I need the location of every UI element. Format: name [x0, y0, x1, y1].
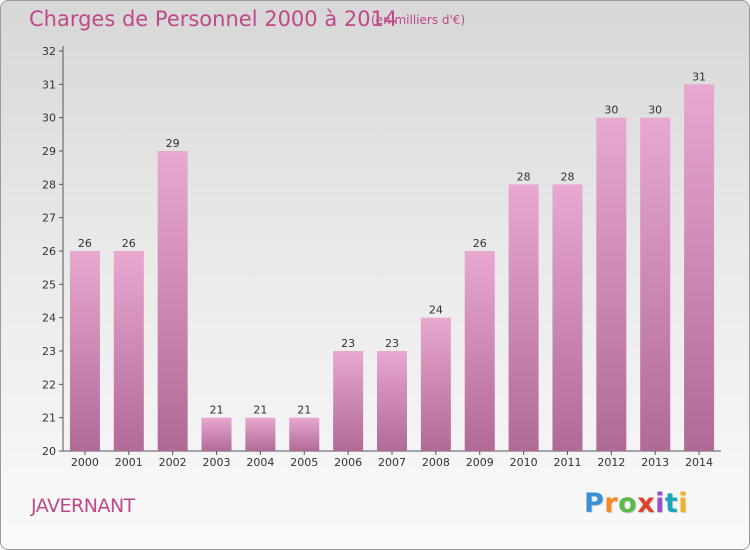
y-tick-label: 28 — [42, 178, 56, 191]
x-tick-label: 2005 — [290, 456, 318, 469]
y-tick-label: 30 — [42, 112, 56, 125]
y-tick-label: 26 — [42, 245, 56, 258]
x-tick-label: 2012 — [597, 456, 625, 469]
data-label: 21 — [210, 404, 224, 417]
bar — [684, 84, 715, 451]
data-label: 30 — [648, 104, 662, 117]
chart-unit-note: (en milliers d'€) — [371, 13, 466, 27]
bar — [552, 184, 583, 452]
bar — [377, 351, 407, 451]
data-label: 23 — [385, 337, 399, 350]
x-tick-label: 2007 — [378, 456, 406, 469]
logo-letter: r — [604, 488, 619, 519]
data-label: 28 — [560, 170, 574, 183]
data-label: 23 — [341, 337, 355, 350]
logo-letter: P — [584, 488, 605, 519]
bar — [113, 251, 144, 451]
data-label: 30 — [604, 104, 618, 117]
x-tick-label: 2003 — [203, 456, 231, 469]
y-tick-label: 23 — [42, 345, 56, 358]
data-label: 31 — [692, 70, 706, 83]
y-tick-label: 22 — [42, 378, 56, 391]
bar — [157, 151, 188, 451]
logo-letter: o — [618, 488, 638, 519]
data-label: 21 — [253, 404, 267, 417]
logo-letter: i — [655, 488, 665, 519]
bar — [289, 417, 320, 451]
bar — [420, 317, 451, 451]
bar — [201, 417, 232, 451]
x-tick-label: 2001 — [115, 456, 143, 469]
logo-letter: x — [637, 488, 656, 519]
bar — [464, 251, 495, 451]
bar — [245, 417, 276, 451]
x-tick-label: 2002 — [159, 456, 187, 469]
x-tick-label: 2000 — [71, 456, 99, 469]
x-tick-label: 2014 — [685, 456, 713, 469]
y-tick-label: 21 — [42, 412, 56, 425]
chart-title: Charges de Personnel 2000 à 2014 — [29, 7, 398, 31]
bar — [508, 184, 539, 452]
x-tick-label: 2008 — [422, 456, 450, 469]
data-label: 28 — [517, 170, 531, 183]
x-tick-label: 2013 — [641, 456, 669, 469]
y-tick-label: 24 — [42, 312, 56, 325]
place-name: JAVERNANT — [31, 495, 135, 517]
x-tick-label: 2010 — [510, 456, 538, 469]
logo-letter: t — [664, 488, 679, 519]
data-label: 29 — [166, 137, 180, 150]
y-tick-label: 25 — [42, 278, 56, 291]
y-tick-label: 27 — [42, 212, 56, 225]
data-label: 26 — [122, 237, 136, 250]
bar — [69, 251, 100, 451]
x-tick-label: 2011 — [553, 456, 581, 469]
y-tick-label: 32 — [42, 45, 56, 58]
x-tick-label: 2004 — [246, 456, 274, 469]
logo-letter: i — [678, 488, 689, 519]
data-label: 21 — [297, 404, 311, 417]
bar — [640, 117, 671, 452]
data-label: 24 — [429, 304, 443, 317]
x-tick-label: 2006 — [334, 456, 362, 469]
bar — [333, 351, 364, 451]
y-tick-label: 31 — [42, 78, 56, 91]
proxiti-logo[interactable]: Proxiti — [584, 488, 688, 519]
x-tick-label: 2009 — [466, 456, 494, 469]
data-label: 26 — [473, 237, 487, 250]
y-tick-label: 20 — [42, 445, 56, 458]
bar — [596, 117, 627, 452]
y-tick-label: 29 — [42, 145, 56, 158]
data-label: 26 — [78, 237, 92, 250]
